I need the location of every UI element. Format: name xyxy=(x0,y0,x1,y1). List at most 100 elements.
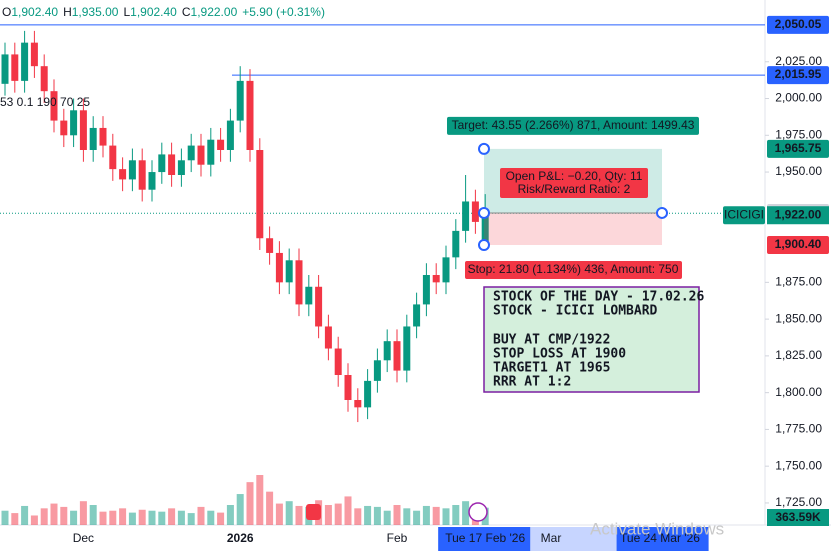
candle-body xyxy=(79,110,87,150)
candle-body xyxy=(315,286,323,327)
volume-bar xyxy=(422,505,430,525)
candle-body xyxy=(158,154,166,173)
x-tick-label: Dec xyxy=(73,531,94,545)
candle-body xyxy=(295,260,303,305)
volume-bar xyxy=(462,501,470,525)
plot xyxy=(0,24,765,525)
volume-bar xyxy=(364,505,372,525)
volume-bar xyxy=(334,503,342,525)
candle-body xyxy=(128,160,136,180)
x-tick-label: Tue 24 Mar '26 xyxy=(620,531,700,545)
candle-body xyxy=(413,304,421,327)
volume-bar xyxy=(158,511,166,525)
volume-bar xyxy=(324,505,332,525)
pnl-bg xyxy=(500,168,648,198)
volume-bar xyxy=(442,508,450,525)
volume-bar xyxy=(1,510,9,525)
hline-tag xyxy=(767,15,829,34)
handle xyxy=(656,206,668,219)
earnings-icon xyxy=(306,504,321,520)
candle-body xyxy=(403,326,411,371)
candle-body xyxy=(11,54,19,81)
rr-label: Risk/Reward Ratio: 2 xyxy=(518,182,631,196)
target-tag xyxy=(767,139,829,158)
legend-part: 1,902.40 xyxy=(11,5,58,19)
candle-body xyxy=(89,127,97,150)
time-label-bg xyxy=(616,527,709,551)
volume-bar xyxy=(295,505,303,525)
candle-body xyxy=(344,375,352,400)
handle xyxy=(478,142,490,155)
volume-bar xyxy=(452,505,460,525)
candle-body xyxy=(70,110,78,136)
candle-body xyxy=(422,275,430,305)
pnl-label: Open P&L: −0.20, Qty: 11 xyxy=(506,169,643,183)
note-line: RRR AT 1:2 xyxy=(493,375,571,390)
note-line: STOP LOSS AT 1900 xyxy=(493,347,626,362)
volume-bar xyxy=(354,508,362,525)
target-label: Target: 43.55 (2.266%) 871, Amount: 1499… xyxy=(452,118,695,132)
y-tick-label: 1,875.00 xyxy=(775,275,822,289)
candle-body xyxy=(481,213,489,243)
volume-bar xyxy=(187,513,195,525)
y-tick-label: 1,950.00 xyxy=(775,164,822,178)
candle-body xyxy=(217,139,225,150)
hline-tag-text: 2,015.95 xyxy=(775,67,822,81)
volume-bar xyxy=(246,482,254,525)
volume-bar xyxy=(177,510,185,525)
x-tick-label: Mar xyxy=(541,531,562,545)
volume-bar xyxy=(383,510,391,525)
note-line: TARGET1 AT 1965 xyxy=(493,361,610,376)
candle-body xyxy=(285,260,293,283)
x-tick-label: 2026 xyxy=(227,531,254,545)
candle-body xyxy=(187,145,195,161)
candle-body xyxy=(99,127,107,146)
candle-body xyxy=(275,252,283,283)
candle-body xyxy=(393,341,401,371)
volume-bar xyxy=(70,510,78,525)
volume-bar xyxy=(266,491,274,525)
ohlc-legend: O1,902.40 H1,935.00 L1,902.40 C1,922.00 +5.9… xyxy=(2,5,325,19)
volume-bar xyxy=(99,511,107,525)
candle-body xyxy=(256,150,264,239)
candle-body xyxy=(354,400,362,408)
volume-bar xyxy=(344,496,352,525)
candle-body xyxy=(324,326,332,349)
volume-bar xyxy=(393,505,401,525)
candle-body xyxy=(50,91,58,121)
note-line: BUY AT CMP/1922 xyxy=(493,333,610,348)
volume-bar xyxy=(119,508,127,525)
x-tick-label: Feb xyxy=(387,531,408,545)
candle-body xyxy=(452,230,460,258)
volume-bar xyxy=(373,506,381,525)
volume-bar xyxy=(217,512,225,525)
legend-part: H xyxy=(63,5,72,19)
volume-bar xyxy=(168,508,176,525)
volume-bar xyxy=(432,506,440,525)
time-label-bg xyxy=(438,527,531,551)
legend-part: 1,935.00 xyxy=(72,5,119,19)
x-tick-label: Tue 17 Feb '26 xyxy=(445,531,525,545)
candle-body xyxy=(305,286,313,305)
candle-body xyxy=(236,80,244,121)
candle-body xyxy=(207,139,215,165)
target-tag-text: 1,965.75 xyxy=(775,141,822,155)
y-tick-label: 1,850.00 xyxy=(775,311,822,325)
volume-tag-text: 363.59K xyxy=(775,510,821,524)
symbol-tag xyxy=(723,206,765,225)
y-tick-label: 1,825.00 xyxy=(775,348,822,362)
indicator-text: 53 0.1 190 70 25 xyxy=(0,95,90,109)
candle-body xyxy=(138,160,146,190)
candle-body xyxy=(364,380,372,408)
candle-body xyxy=(148,172,156,190)
note-line: STOCK OF THE DAY - 17.02.26 xyxy=(493,290,704,305)
stop-zone xyxy=(484,212,662,245)
handle xyxy=(478,239,490,251)
hline-tag-text: 2,050.05 xyxy=(775,17,822,31)
volume-bar xyxy=(50,503,58,525)
volume-tag xyxy=(767,509,829,526)
volume-bar xyxy=(21,505,29,525)
volume-bar xyxy=(148,510,156,525)
